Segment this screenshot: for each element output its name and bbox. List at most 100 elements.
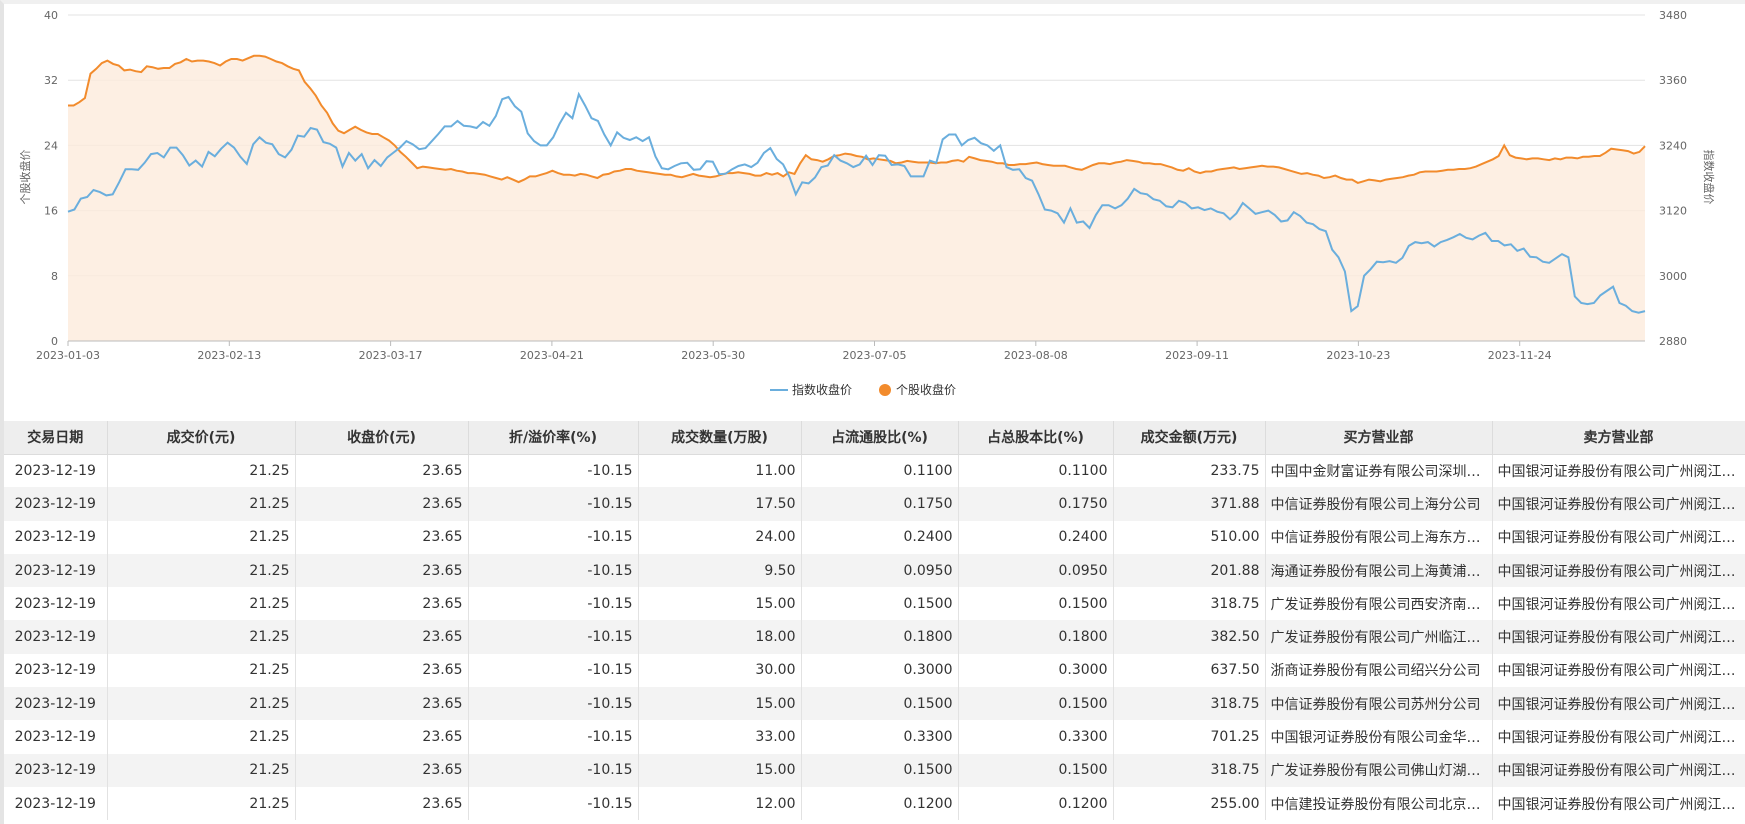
table-row[interactable]: 2023-12-19 21.25 23.65 -10.15 24.00 0.2400 0.2… xyxy=(4,520,1745,554)
column-header[interactable]: 买方营业部 xyxy=(1265,421,1493,455)
cell-date: 2023-12-19 xyxy=(4,653,108,688)
cell-value: 318.75 xyxy=(1113,687,1266,721)
cell-value: 0.3000 xyxy=(801,653,959,688)
cell-value: -10.15 xyxy=(468,454,639,488)
cell-broker: 广发证券股份有限公司佛山灯湖东路证券营业部 xyxy=(1265,753,1493,787)
column-header[interactable]: 成交价(元) xyxy=(107,421,296,455)
table-row[interactable]: 2023-12-19 21.25 23.65 -10.15 15.00 0.1500 0.1… xyxy=(4,753,1745,787)
cell-value: 0.1800 xyxy=(958,620,1114,654)
cell-value: 0.1500 xyxy=(801,687,959,721)
cell-date: 2023-12-19 xyxy=(4,587,108,621)
column-header[interactable]: 占总股本比(%) xyxy=(958,421,1114,455)
column-header[interactable]: 占流通股比(%) xyxy=(801,421,959,455)
column-header[interactable]: 收盘价(元) xyxy=(295,421,469,455)
cell-date: 2023-12-19 xyxy=(4,520,108,554)
cell-broker: 中信证券股份有限公司苏州分公司 xyxy=(1265,687,1493,721)
cell-value: 0.0950 xyxy=(801,553,959,588)
y-right-axis-title: 指数收盘价 xyxy=(1702,150,1716,205)
cell-value: -10.15 xyxy=(468,620,639,654)
cell-value: 21.25 xyxy=(107,487,296,521)
cell-value: 318.75 xyxy=(1113,753,1266,787)
cell-value: -10.15 xyxy=(468,720,639,754)
cell-value: 0.1500 xyxy=(801,587,959,621)
cell-value: 0.1500 xyxy=(958,687,1114,721)
cell-date: 2023-12-19 xyxy=(4,454,108,488)
y-left-tick-label: 32 xyxy=(44,74,58,87)
cell-value: 15.00 xyxy=(638,753,802,787)
cell-value: 30.00 xyxy=(638,653,802,688)
cell-date: 2023-12-19 xyxy=(4,720,108,754)
cell-value: -10.15 xyxy=(468,587,639,621)
cell-broker: 中国银河证券股份有限公司广州阅江路证券营业部 xyxy=(1492,653,1745,688)
cell-broker: 浙商证券股份有限公司绍兴分公司 xyxy=(1265,653,1493,688)
cell-value: 255.00 xyxy=(1113,786,1266,821)
cell-value: 637.50 xyxy=(1113,653,1266,688)
cell-value: 0.1500 xyxy=(958,587,1114,621)
table-row[interactable]: 2023-12-19 21.25 23.65 -10.15 11.00 0.1100 0.1… xyxy=(4,454,1745,488)
cell-value: 0.2400 xyxy=(801,520,959,554)
cell-broker: 中国银河证券股份有限公司广州阅江路证券营业部 xyxy=(1492,487,1745,521)
cell-broker: 中国中金财富证券有限公司深圳分公司 xyxy=(1265,454,1493,488)
cell-value: 33.00 xyxy=(638,720,802,754)
x-tick-label: 2023-09-11 xyxy=(1165,349,1229,362)
legend-label-index: 指数收盘价 xyxy=(792,382,852,397)
block-trade-table: 交易日期 成交价(元) 收盘价(元) 折/溢价率(%) 成交数量(万股) 占流通股比(%)… xyxy=(4,421,1745,821)
cell-value: 382.50 xyxy=(1113,620,1266,654)
cell-date: 2023-12-19 xyxy=(4,553,108,588)
cell-broker: 中国银河证券股份有限公司广州阅江路证券营业部 xyxy=(1492,587,1745,621)
column-header[interactable]: 成交数量(万股) xyxy=(638,421,802,455)
stock-close-line xyxy=(68,54,1646,184)
table-row[interactable]: 2023-12-19 21.25 23.65 -10.15 30.00 0.3000 0.3… xyxy=(4,653,1745,688)
table-row[interactable]: 2023-12-19 21.25 23.65 -10.15 33.00 0.3300 0.3… xyxy=(4,720,1745,754)
table-body: 2023-12-19 21.25 23.65 -10.15 11.00 0.1100 0.1… xyxy=(4,454,1745,821)
cell-value: 18.00 xyxy=(638,620,802,654)
cell-broker: 广发证券股份有限公司广州临江大道证券营业部 xyxy=(1265,620,1493,654)
cell-broker: 中国银河证券股份有限公司广州阅江路证券营业部 xyxy=(1492,454,1745,488)
cell-value: 0.1100 xyxy=(801,454,959,488)
cell-value: -10.15 xyxy=(468,753,639,787)
y-right-tick-label: 3120 xyxy=(1659,205,1687,218)
block-trade-table-container[interactable]: 交易日期 成交价(元) 收盘价(元) 折/溢价率(%) 成交数量(万股) 占流通股比(%)… xyxy=(4,421,1745,824)
table-row[interactable]: 2023-12-19 21.25 23.65 -10.15 18.00 0.1800 0.1… xyxy=(4,620,1745,654)
legend-item-index[interactable]: 指数收盘价 xyxy=(770,382,852,397)
series-lines-layer xyxy=(67,54,1646,314)
cell-value: 15.00 xyxy=(638,587,802,621)
cell-value: 21.25 xyxy=(107,786,296,821)
legend-label-stock: 个股收盘价 xyxy=(896,382,956,397)
cell-value: 21.25 xyxy=(107,553,296,588)
cell-value: 0.1750 xyxy=(801,487,959,521)
y-right-tick-label: 3000 xyxy=(1659,270,1687,283)
legend-item-stock[interactable]: 个股收盘价 xyxy=(879,382,956,397)
cell-broker: 中国银河证券股份有限公司广州阅江路证券营业部 xyxy=(1492,720,1745,754)
legend[interactable]: 指数收盘价 个股收盘价 xyxy=(770,382,956,397)
cell-value: 21.25 xyxy=(107,454,296,488)
column-header[interactable]: 交易日期 xyxy=(4,421,108,455)
table-row[interactable]: 2023-12-19 21.25 23.65 -10.15 15.00 0.1500 0.1… xyxy=(4,687,1745,721)
cell-value: 0.0950 xyxy=(958,553,1114,588)
cell-broker: 中信证券股份有限公司上海分公司 xyxy=(1265,487,1493,521)
cell-value: 23.65 xyxy=(295,553,469,588)
column-header[interactable]: 卖方营业部 xyxy=(1492,421,1745,455)
table-row[interactable]: 2023-12-19 21.25 23.65 -10.15 15.00 0.1500 0.1… xyxy=(4,587,1745,621)
cell-value: 0.1500 xyxy=(958,753,1114,787)
table-header-row: 交易日期 成交价(元) 收盘价(元) 折/溢价率(%) 成交数量(万股) 占流通股比(%)… xyxy=(4,421,1745,455)
cell-value: 21.25 xyxy=(107,620,296,654)
y-left-tick-label: 24 xyxy=(44,139,58,152)
cell-broker: 中国银河证券股份有限公司广州阅江路证券营业部 xyxy=(1492,553,1745,588)
cell-value: 21.25 xyxy=(107,753,296,787)
stock-area-fill xyxy=(68,55,1645,342)
y-right-tick-label: 2880 xyxy=(1659,335,1687,348)
table-row[interactable]: 2023-12-19 21.25 23.65 -10.15 12.00 0.1200 0.1… xyxy=(4,786,1745,821)
cell-value: 371.88 xyxy=(1113,487,1266,521)
cell-value: 0.3000 xyxy=(958,653,1114,688)
table-row[interactable]: 2023-12-19 21.25 23.65 -10.15 17.50 0.1750 0.1… xyxy=(4,487,1745,521)
legend-dot-icon xyxy=(879,384,891,396)
cell-value: 23.65 xyxy=(295,753,469,787)
column-header[interactable]: 成交金额(万元) xyxy=(1113,421,1266,455)
table-row[interactable]: 2023-12-19 21.25 23.65 -10.15 9.50 0.0950 0.09… xyxy=(4,553,1745,588)
x-tick-label: 2023-10-23 xyxy=(1326,349,1390,362)
cell-broker: 中国银河证券股份有限公司金华证券营业部 xyxy=(1265,720,1493,754)
x-tick-label: 2023-07-05 xyxy=(843,349,907,362)
column-header[interactable]: 折/溢价率(%) xyxy=(468,421,639,455)
cell-value: 318.75 xyxy=(1113,587,1266,621)
